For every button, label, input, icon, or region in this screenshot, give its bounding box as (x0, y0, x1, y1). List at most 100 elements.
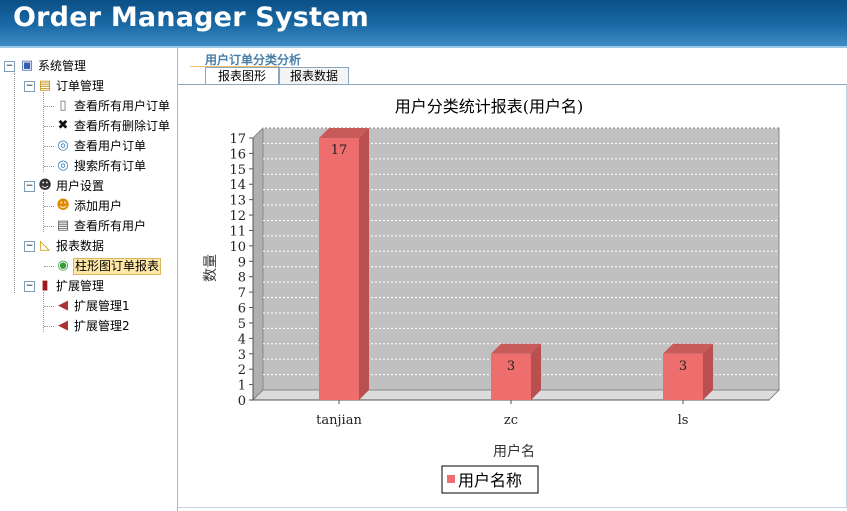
y-tick-label: 17 (229, 132, 246, 147)
tree-item-label: 添加用户 (74, 199, 123, 213)
y-tick-label: 11 (229, 224, 246, 239)
tree-item-label: 扩展管理1 (74, 299, 130, 313)
y-tick-label: 8 (238, 271, 246, 286)
bar (491, 353, 531, 400)
tree-connector (14, 73, 15, 293)
x-tick-label: zc (504, 413, 518, 428)
y-axis-label: 数量 (203, 254, 219, 282)
plot-left-wall (252, 126, 264, 402)
tree-item-extension-1[interactable]: ◀ 扩展管理1 (0, 297, 172, 315)
y-tick-label: 14 (229, 178, 246, 193)
tree-item-view-all-users[interactable]: ▤ 查看所有用户 (0, 217, 172, 235)
magnifier-icon: ◎ (57, 158, 69, 173)
bar-top (663, 343, 713, 354)
tree-item-label: 查看所有用户订单 (74, 99, 171, 113)
tree-connector (43, 192, 44, 232)
y-tick-label: 13 (229, 194, 246, 209)
tree-item-view-user-orders[interactable]: ◎ 查看用户订单 (0, 137, 172, 155)
bar-side (703, 343, 713, 400)
y-tick-label: 5 (238, 317, 246, 332)
tree-item-view-all-user-orders[interactable]: ▯ 查看所有用户订单 (0, 97, 172, 115)
legend-swatch (447, 475, 455, 483)
collapse-toggle[interactable]: − (24, 281, 35, 292)
tree-connector (44, 126, 54, 127)
sidebar-divider[interactable] (177, 48, 178, 511)
tree-connector (43, 292, 44, 332)
collapse-toggle[interactable]: − (24, 81, 35, 92)
tree-group-label: 扩展管理 (56, 279, 105, 293)
x-tick-label: ls (678, 413, 689, 428)
document-list-icon: ▤ (56, 218, 70, 233)
bar (663, 353, 703, 400)
tree-group-extension-management[interactable]: − ▮ 扩展管理 (0, 277, 172, 295)
bar-side (359, 128, 369, 400)
notebook-icon: ▤ (38, 78, 52, 93)
bar-data-label: 3 (679, 359, 687, 374)
tree-group-label: 订单管理 (56, 79, 105, 93)
bar-top (491, 343, 541, 354)
chart-title: 用户分类统计报表(用户名) (395, 97, 584, 116)
y-tick-label: 7 (238, 286, 246, 301)
y-tick-label: 0 (238, 394, 246, 409)
speaker-icon: ◀ (58, 318, 68, 333)
sidebar-tree: − ▣ 系统管理 − ▤ 订单管理 ▯ 查看所有用户订单 ✖ 查看所有删除订单 … (0, 48, 172, 511)
open-book-icon: ▯ (59, 98, 67, 113)
tree-root-label: 系统管理 (38, 59, 87, 73)
plot-area: 0123456789101112131415161717tanjian3zc3l… (229, 126, 781, 428)
tree-connector (44, 206, 54, 207)
y-tick-label: 16 (229, 147, 246, 162)
tree-group-order-management[interactable]: − ▤ 订单管理 (0, 77, 172, 95)
collapse-toggle[interactable]: − (4, 61, 15, 72)
tree-item-label: 柱形图订单报表 (73, 258, 162, 275)
bar-data-label: 17 (331, 143, 348, 158)
tab-chart-view[interactable]: 报表图形 (205, 67, 279, 86)
tree-item-view-deleted-orders[interactable]: ✖ 查看所有删除订单 (0, 117, 172, 135)
tree-group-user-settings[interactable]: − ☻ 用户设置 (0, 177, 172, 195)
legend-box (441, 465, 539, 494)
section-title: 用户订单分类分析 (205, 53, 302, 67)
tree-group-label: 用户设置 (56, 179, 105, 193)
tree-item-search-all-orders[interactable]: ◎ 搜索所有订单 (0, 157, 172, 175)
header-divider (0, 46, 847, 48)
y-tick-label: 3 (238, 348, 246, 363)
bar-side (531, 343, 541, 400)
app-header: Order Manager System (0, 0, 847, 46)
y-tick-label: 15 (229, 163, 246, 178)
tree-item-label: 查看所有用户 (74, 219, 147, 233)
title-underline (190, 66, 280, 67)
tree-item-bar-chart-report[interactable]: ◉ 柱形图订单报表 (0, 257, 172, 275)
tree-item-extension-2[interactable]: ◀ 扩展管理2 (0, 317, 172, 335)
x-tick-label: tanjian (316, 413, 362, 428)
y-tick-label: 1 (238, 379, 246, 394)
tree-connector (44, 326, 54, 327)
y-tick-label: 10 (229, 240, 246, 255)
legend-label: 用户名称 (458, 471, 522, 490)
bar-data-label: 3 (507, 359, 515, 374)
system-cube-icon: ▣ (20, 58, 34, 73)
legend: 用户名称 (441, 465, 539, 494)
tree-connector (44, 106, 54, 107)
tree-connector (44, 306, 54, 307)
collapse-toggle[interactable]: − (24, 241, 35, 252)
tree-group-report-data[interactable]: − ◺ 报表数据 (0, 237, 172, 255)
tree-connector (44, 166, 54, 167)
collapse-toggle[interactable]: − (24, 181, 35, 192)
tree-connector (44, 146, 54, 147)
tree-item-label: 查看所有删除订单 (74, 119, 171, 133)
tree-connector (44, 226, 54, 227)
tree-item-label: 扩展管理2 (74, 319, 130, 333)
tab-data-view[interactable]: 报表数据 (279, 67, 349, 85)
tree-item-add-user[interactable]: ☻ 添加用户 (0, 197, 172, 215)
bar-top (319, 128, 369, 138)
ruler-triangle-icon: ◺ (40, 238, 50, 253)
tree-item-label: 搜索所有订单 (74, 159, 147, 173)
bar (319, 138, 359, 400)
y-tick-label: 9 (238, 255, 246, 270)
globe-chart-icon: ◉ (57, 258, 69, 273)
red-book-icon: ▮ (41, 278, 49, 293)
tree-group-label: 报表数据 (56, 239, 105, 253)
tree-root[interactable]: − ▣ 系统管理 (0, 57, 172, 75)
magnifier-icon: ◎ (57, 138, 69, 153)
y-tick-label: 12 (229, 209, 246, 224)
